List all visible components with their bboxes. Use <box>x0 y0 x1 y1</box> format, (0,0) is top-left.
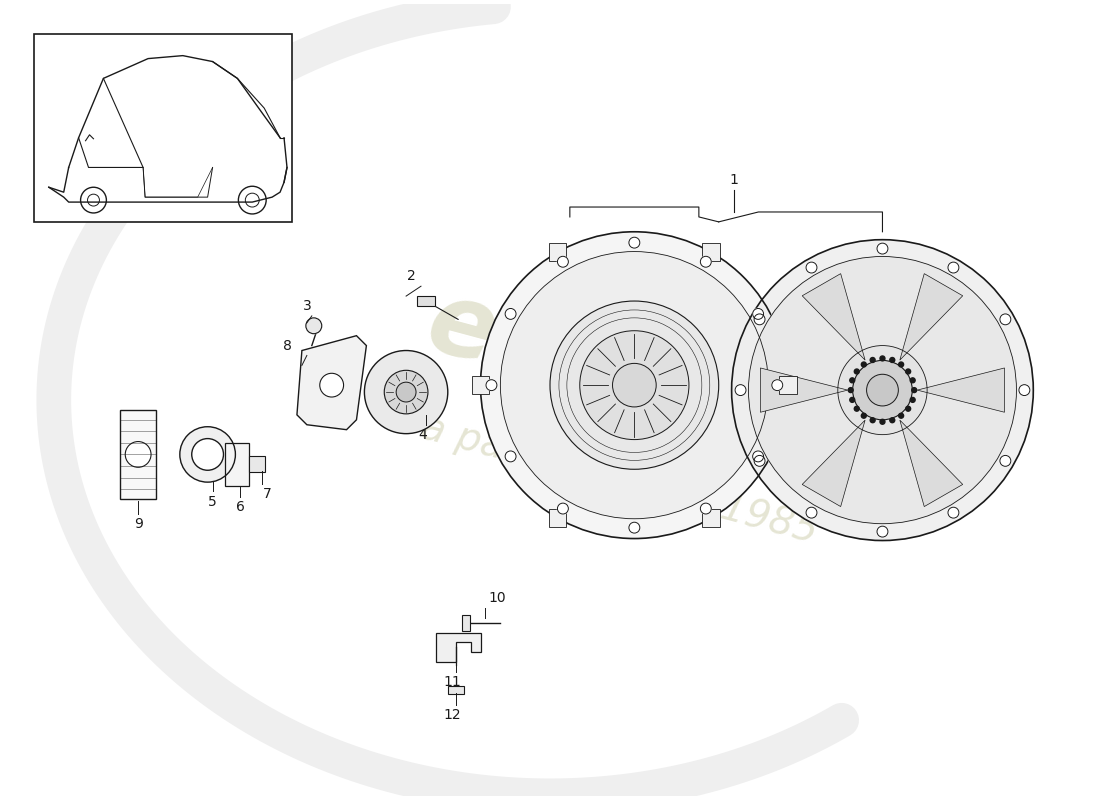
Circle shape <box>481 232 789 538</box>
Circle shape <box>890 418 894 422</box>
Circle shape <box>755 314 764 325</box>
Text: 12: 12 <box>444 708 462 722</box>
Polygon shape <box>802 274 865 360</box>
Circle shape <box>500 251 768 518</box>
Circle shape <box>806 262 817 273</box>
Circle shape <box>1019 385 1030 395</box>
Circle shape <box>912 388 916 393</box>
Circle shape <box>861 414 867 418</box>
Text: 8: 8 <box>283 338 292 353</box>
Circle shape <box>870 418 876 422</box>
Text: 5: 5 <box>208 495 217 509</box>
Text: 10: 10 <box>488 591 506 605</box>
Circle shape <box>755 455 764 466</box>
Polygon shape <box>760 368 848 412</box>
Circle shape <box>838 346 927 434</box>
Circle shape <box>948 262 959 273</box>
Text: 1: 1 <box>729 174 738 187</box>
Polygon shape <box>900 420 962 506</box>
Circle shape <box>306 318 321 334</box>
Circle shape <box>558 503 569 514</box>
Circle shape <box>748 257 1016 524</box>
Text: a passion since 1985: a passion since 1985 <box>417 408 822 550</box>
Circle shape <box>850 398 855 402</box>
Circle shape <box>899 362 903 367</box>
Circle shape <box>191 438 223 470</box>
Circle shape <box>735 385 746 395</box>
Text: 6: 6 <box>235 500 245 514</box>
Circle shape <box>486 380 497 390</box>
Text: 11: 11 <box>444 675 462 689</box>
Circle shape <box>125 442 151 467</box>
FancyBboxPatch shape <box>472 376 490 394</box>
Circle shape <box>384 370 428 414</box>
Circle shape <box>558 256 569 267</box>
Circle shape <box>852 361 912 420</box>
Text: 4: 4 <box>419 428 427 442</box>
Circle shape <box>850 378 855 382</box>
FancyBboxPatch shape <box>462 614 470 630</box>
Circle shape <box>899 414 903 418</box>
Circle shape <box>505 309 516 319</box>
Circle shape <box>905 369 911 374</box>
FancyBboxPatch shape <box>250 457 265 472</box>
Circle shape <box>505 451 516 462</box>
Circle shape <box>880 419 884 424</box>
Circle shape <box>890 358 894 362</box>
Circle shape <box>910 378 915 382</box>
Circle shape <box>855 369 859 374</box>
Text: 7: 7 <box>263 487 272 501</box>
FancyBboxPatch shape <box>448 686 464 694</box>
Text: 3: 3 <box>302 299 311 313</box>
Circle shape <box>613 363 657 407</box>
Circle shape <box>1000 455 1011 466</box>
Circle shape <box>806 507 817 518</box>
Text: europes: europes <box>416 274 882 486</box>
Circle shape <box>752 451 763 462</box>
Circle shape <box>877 526 888 537</box>
Polygon shape <box>297 336 366 430</box>
FancyBboxPatch shape <box>702 243 721 262</box>
Circle shape <box>772 380 783 390</box>
Circle shape <box>867 374 899 406</box>
Circle shape <box>580 330 689 439</box>
Circle shape <box>910 398 915 402</box>
FancyBboxPatch shape <box>779 376 798 394</box>
Circle shape <box>752 309 763 319</box>
Polygon shape <box>917 368 1004 412</box>
FancyBboxPatch shape <box>549 243 566 262</box>
Circle shape <box>861 362 867 367</box>
Circle shape <box>905 406 911 411</box>
Circle shape <box>701 503 712 514</box>
Circle shape <box>870 358 876 362</box>
Text: 9: 9 <box>134 517 143 530</box>
Text: 2: 2 <box>407 270 416 283</box>
FancyBboxPatch shape <box>702 509 721 527</box>
Circle shape <box>179 426 235 482</box>
Polygon shape <box>802 420 865 506</box>
Circle shape <box>396 382 416 402</box>
Circle shape <box>732 240 1033 541</box>
Circle shape <box>948 507 959 518</box>
Polygon shape <box>436 633 481 662</box>
Circle shape <box>701 256 712 267</box>
Circle shape <box>848 388 854 393</box>
FancyBboxPatch shape <box>549 509 566 527</box>
Circle shape <box>629 238 640 248</box>
Circle shape <box>629 522 640 533</box>
Polygon shape <box>900 274 962 360</box>
Circle shape <box>877 243 888 254</box>
Circle shape <box>855 406 859 411</box>
Circle shape <box>550 301 718 470</box>
FancyBboxPatch shape <box>226 442 250 486</box>
FancyBboxPatch shape <box>34 34 292 222</box>
Circle shape <box>320 374 343 397</box>
Circle shape <box>364 350 448 434</box>
FancyBboxPatch shape <box>120 410 156 499</box>
Circle shape <box>880 356 884 361</box>
Circle shape <box>1000 314 1011 325</box>
FancyBboxPatch shape <box>417 296 434 306</box>
